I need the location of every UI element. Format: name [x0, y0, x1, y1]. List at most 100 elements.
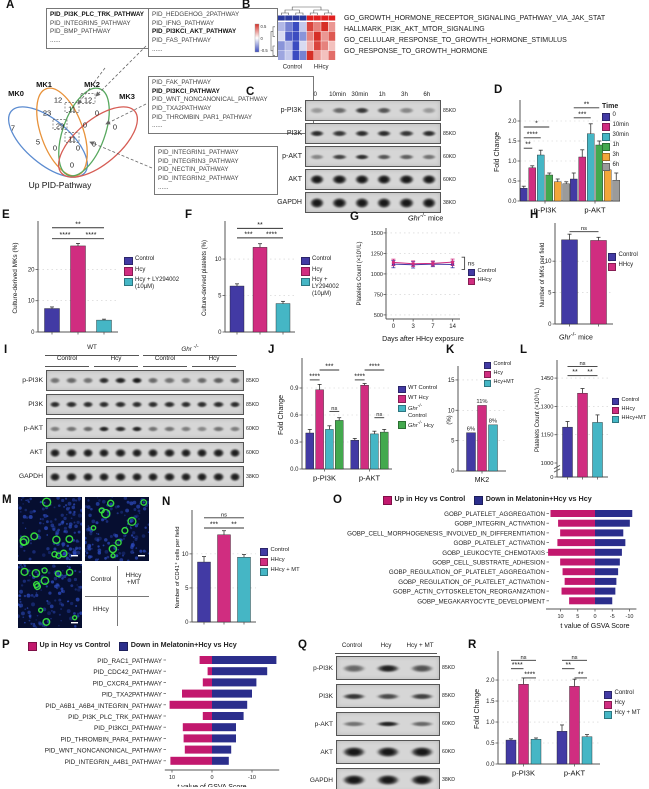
lane-header: 1h: [378, 91, 386, 98]
svg-text:1250: 1250: [371, 251, 383, 257]
svg-text:1.0: 1.0: [486, 720, 495, 726]
legend-label: Control: [621, 397, 640, 403]
legend-label: HHcy: [618, 262, 634, 268]
svg-text:Culture-derived MKs (%): Culture-derived MKs (%): [12, 242, 19, 313]
blot-row-label: PI3K: [318, 692, 333, 700]
legend-item: Control: [608, 252, 646, 261]
blot-band: [341, 746, 367, 758]
svg-text:500: 500: [374, 313, 383, 319]
svg-text:0.0: 0.0: [290, 467, 299, 473]
svg-text:0.3: 0.3: [290, 440, 299, 446]
blot-band: [341, 692, 367, 700]
legend-item: HHcy: [468, 277, 504, 285]
blot-strip: [305, 100, 441, 121]
blot-strip: [46, 466, 244, 487]
svg-text:8%: 8%: [489, 418, 497, 424]
blot-band: [212, 401, 225, 408]
svg-text:10: 10: [169, 775, 175, 781]
legend-label: Control: [477, 268, 497, 274]
gsva-row-label: PID_CXCR4_PATHWAY: [93, 680, 163, 687]
gsva-row-label: PID_CDC42_PATHWAY: [93, 669, 162, 676]
venn-count: 0: [113, 123, 117, 132]
blot-band: [163, 471, 176, 482]
gsva-row-label: PID_PI3KCI_PATHWAY: [94, 725, 163, 732]
panel-g: G Ghr-/- mice 500 750 1000 1250 1500 0 3 7 14 ns D…: [350, 208, 505, 345]
blot-band: [114, 425, 127, 432]
svg-text:****: ****: [86, 232, 97, 239]
venn-count: 5: [36, 138, 40, 147]
blot-band: [65, 425, 78, 432]
legend-h: Control HHcy: [608, 252, 646, 272]
go-term: GO_GROWTH_HORMONE_RECEPTOR_SIGNALING_PAT…: [344, 15, 606, 22]
svg-text:0.5: 0.5: [508, 179, 517, 185]
lane-header: Control: [341, 642, 363, 649]
blot-band: [409, 692, 435, 700]
go-term: HALLMARK_PI3K_AKT_MTOR_SIGNALING: [344, 26, 485, 33]
legend-swatch: [602, 162, 610, 171]
kd-label: 85KD: [246, 377, 259, 384]
svg-text:Fold Change: Fold Change: [278, 395, 285, 435]
legend-title: Time: [602, 103, 619, 110]
blot-band: [179, 401, 192, 408]
pathway-box-4: PID_INTEGRIN1_PATHWAY PID_INTEGRIN3_PATHW…: [154, 146, 278, 196]
chart-fold-change-melatonin: 0.0 0.5 1.0 1.5 2.0 p-PI3K p-AKT **** **** ns ** **…: [470, 644, 604, 787]
pathway-line: PID_PI3KCI_PATHWAY: [152, 87, 220, 95]
legend-swatch: [612, 397, 619, 405]
blot-band: [375, 746, 401, 758]
svg-text:15: 15: [448, 378, 455, 384]
blot-band: [98, 401, 111, 408]
legend-item: Ghr-/- Hcy: [398, 421, 440, 430]
legend-swatch: [28, 641, 37, 651]
blot-band: [375, 721, 401, 727]
lane-header: Hcy + MT: [406, 642, 434, 649]
panel-p: P Up in Hcy vs Control Down in Melatonin+…: [0, 639, 333, 789]
svg-text:p-AKT: p-AKT: [359, 474, 381, 483]
blot-band: [375, 196, 393, 209]
chart-mk2-percent: 0 5 10 15 6% 11% 8% MK2 (%): [442, 351, 508, 492]
svg-text:0.9: 0.9: [290, 386, 299, 392]
blot-band: [409, 663, 435, 673]
blot-row: p-AKT 60KD: [242, 146, 456, 167]
blot-band: [49, 401, 62, 408]
legend-item: 3h: [602, 152, 648, 161]
blot-band: [65, 471, 78, 482]
venn-title: Up PID-Pathway: [29, 180, 93, 190]
blot-band: [409, 774, 435, 786]
blot-strip: [336, 768, 440, 789]
svg-text:p-PI3K: p-PI3K: [534, 206, 557, 215]
kd-label: 60KD: [442, 721, 455, 727]
legend-swatch: [602, 122, 610, 131]
pathway-line: PID_PI3K_PLC_TRK_PATHWAY: [50, 11, 145, 18]
panel-d: D 0.0 0.5 1.0 1.5 2.0 p-PI3K p-AKT ** **** * *** **…: [450, 84, 649, 218]
svg-text:t value of GSVA Score: t value of GSVA Score: [560, 623, 629, 630]
panel-k: K 0 5 10 15 6% 11% 8% MK2 (%) Control Hcy Hcy+MT: [440, 344, 532, 493]
svg-text:5: 5: [218, 294, 222, 300]
legend-label: WT Hcy: [408, 394, 429, 401]
blot-band: [420, 107, 438, 114]
kd-label: 60KD: [443, 153, 456, 160]
pathway-box-3: PID_FAK_PATHWAY PID_PI3KCI_PATHWAY PID_WNT…: [148, 76, 314, 135]
legend-swatch: [484, 379, 491, 387]
blot-band: [375, 692, 401, 700]
legend-item: Hcy: [604, 700, 648, 709]
panel-d-label: D: [494, 84, 503, 96]
legend-item: HHcy: [612, 406, 648, 414]
pathway-line: PID_BMP_PATHWAY: [50, 28, 111, 36]
svg-text:1.5: 1.5: [486, 699, 495, 705]
legend-e: Control Hcy Hcy + LY294002 (10μM): [124, 256, 184, 292]
panel-k-label: K: [446, 344, 455, 356]
svg-text:**: **: [566, 662, 572, 669]
legend-label: Control: [493, 361, 512, 367]
blot-band: [147, 471, 160, 482]
chart-gsva-gobp: GOBP_PLATELET_AGGREGATION GOBP_INTEGRIN_A…: [333, 507, 649, 640]
venn-count: 7: [11, 124, 15, 133]
panel-q-label: Q: [298, 639, 307, 651]
panel-r: R 0.0 0.5 1.0 1.5 2.0 p-PI3K p-AKT **** **** ns **…: [460, 639, 649, 789]
svg-text:****: ****: [527, 131, 538, 138]
svg-text:****: ****: [524, 671, 535, 678]
blot-band: [398, 130, 415, 137]
svg-text:-5: -5: [610, 614, 615, 620]
svg-text:ns: ns: [468, 260, 476, 267]
panel-q: Q Control Hcy Hcy + MT p-PI3K 85KD PI3K 85KD p…: [295, 639, 457, 789]
